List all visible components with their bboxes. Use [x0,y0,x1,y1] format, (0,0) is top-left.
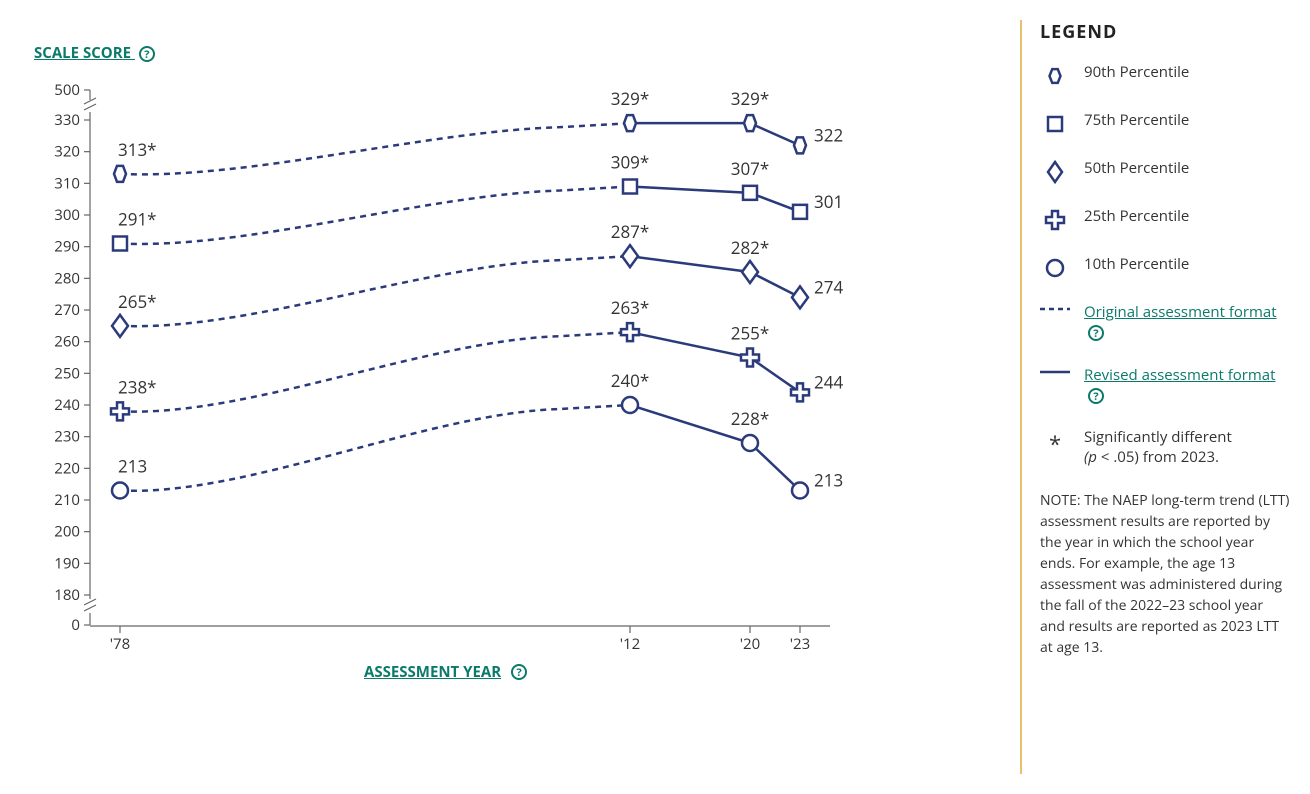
svg-text:263*: 263* [611,296,650,319]
svg-text:282*: 282* [731,236,770,259]
square-icon [1040,110,1070,136]
asterisk-icon: * [1040,427,1070,459]
help-icon[interactable]: ? [1088,325,1104,341]
y-axis-label[interactable]: SCALE SCORE ? [34,45,155,62]
svg-text:190: 190 [54,553,80,573]
help-icon[interactable]: ? [1088,388,1104,404]
svg-text:322: 322 [814,123,843,146]
svg-text:280: 280 [54,268,80,288]
legend-item-label: 50th Percentile [1084,158,1290,178]
svg-text:307*: 307* [731,157,770,180]
legend-item-label: 75th Percentile [1084,110,1290,130]
line-chart: 0 180 190 200 210 220 230 240 250 260 270 280 290 300… [10,20,1010,660]
svg-text:500: 500 [54,80,80,100]
legend-note: NOTE: The NAEP long-term trend (LTT) ass… [1040,490,1290,658]
chart-panel: SCALE SCORE ? 0 180 190 200 210 220 230 240 250 2… [10,20,1020,774]
x-axis-label[interactable]: ASSESSMENT YEAR ? [364,662,527,682]
circle-icon [1040,254,1070,280]
svg-text:301: 301 [814,190,843,213]
legend-item-label: 25th Percentile [1084,206,1290,226]
svg-text:200: 200 [54,522,80,542]
x-axis-label-text: ASSESSMENT YEAR [364,662,501,682]
svg-text:265*: 265* [118,290,157,313]
help-icon[interactable]: ? [139,46,155,62]
legend-item-label: 10th Percentile [1084,254,1290,274]
svg-text:291*: 291* [118,208,157,231]
svg-text:300: 300 [54,205,80,225]
svg-text:220: 220 [54,458,80,478]
plus-icon [1040,206,1070,232]
legend-item: 25th Percentile [1040,206,1290,232]
legend-solid-link[interactable]: Revised assessment format [1084,365,1275,385]
legend-dashed-row: Original assessment format ? [1040,302,1290,343]
svg-text:213: 213 [814,469,843,492]
legend-sig-text: Significantly different (p < .05) from 2… [1084,427,1290,468]
svg-text:'20: '20 [740,634,760,654]
svg-text:244: 244 [814,370,843,393]
svg-text:310: 310 [54,173,80,193]
diamond-icon [1040,158,1070,184]
legend-item: 50th Percentile [1040,158,1290,184]
svg-text:180: 180 [54,585,80,605]
svg-text:228*: 228* [731,407,770,430]
svg-text:287*: 287* [611,220,650,243]
svg-text:329*: 329* [611,87,650,110]
svg-text:274: 274 [814,275,843,298]
svg-text:255*: 255* [731,322,770,345]
svg-text:320: 320 [54,142,80,162]
hexagon-icon [1040,62,1070,88]
svg-text:250: 250 [54,363,80,383]
svg-text:238*: 238* [118,375,157,398]
svg-text:260: 260 [54,332,80,352]
svg-text:290: 290 [54,237,80,257]
legend-item: 10th Percentile [1040,254,1290,280]
svg-text:330: 330 [54,110,80,130]
svg-text:213: 213 [118,455,147,478]
legend-solid-row: Revised assessment format ? [1040,365,1290,406]
legend-sig-row: * Significantly different (p < .05) from… [1040,427,1290,468]
legend-item: 75th Percentile [1040,110,1290,136]
svg-text:309*: 309* [611,151,650,174]
svg-text:230: 230 [54,427,80,447]
help-icon[interactable]: ? [511,664,527,680]
svg-text:270: 270 [54,300,80,320]
legend-dashed-link[interactable]: Original assessment format [1084,302,1277,322]
svg-text:313*: 313* [118,138,157,161]
dashed-line-icon [1040,302,1070,314]
svg-text:210: 210 [54,490,80,510]
svg-text:'78: '78 [110,634,130,654]
svg-text:'12: '12 [620,634,640,654]
svg-text:329*: 329* [731,87,770,110]
y-axis-label-text: SCALE SCORE [34,43,131,63]
solid-line-icon [1040,365,1070,377]
svg-text:240*: 240* [611,369,650,392]
svg-text:240: 240 [54,395,80,415]
legend-panel: LEGEND 90th Percentile 75th Percentile 5… [1020,20,1290,774]
svg-text:'23: '23 [790,634,810,654]
legend-item: 90th Percentile [1040,62,1290,88]
legend-title: LEGEND [1040,20,1290,44]
svg-text:0: 0 [71,615,80,635]
legend-item-label: 90th Percentile [1084,62,1290,82]
